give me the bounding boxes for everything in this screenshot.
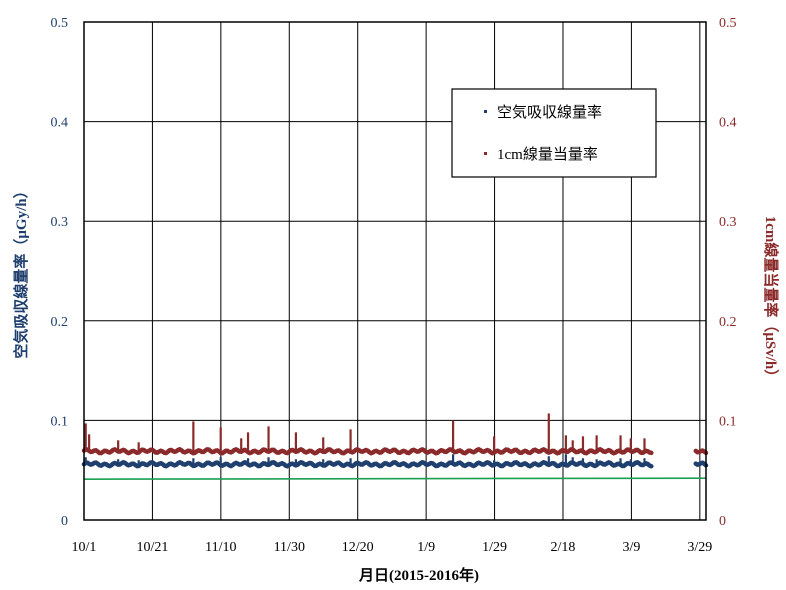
- y-left-tick-labels: 0 0.1 0.2 0.3 0.4 0.5: [51, 16, 69, 529]
- legend: 空気吸収線量率 1cm線量当量率: [451, 88, 657, 178]
- x-tick-label: 1/29: [482, 540, 507, 555]
- x-tick-label: 10/21: [136, 540, 168, 555]
- y-right-tick-label: 0: [719, 514, 726, 529]
- y-left-tick-label: 0.1: [51, 414, 69, 429]
- legend-label-1cm: 1cm線量当量率: [497, 146, 598, 163]
- y-left-tick-label: 0.2: [51, 315, 69, 330]
- y-left-tick-label: 0.3: [51, 215, 69, 230]
- plot-border: [83, 21, 707, 521]
- y-right-axis-title: 1cm線量当量率（μSv/h）: [762, 216, 780, 385]
- x-tick-label: 11/30: [274, 540, 305, 555]
- x-tick-label: 1/9: [417, 540, 435, 555]
- legend-box: [451, 88, 657, 178]
- y-left-tick-label: 0.4: [51, 116, 69, 131]
- x-tick-label: 11/10: [205, 540, 236, 555]
- y-left-tick-label: 0.5: [51, 16, 69, 31]
- x-tick-label: 12/20: [342, 540, 374, 555]
- series-trace: [693, 448, 709, 456]
- series-0: [81, 454, 709, 469]
- reference-line: [83, 477, 707, 480]
- y-right-tick-label: 0.1: [719, 414, 737, 429]
- legend-marker-1cm: [484, 152, 487, 155]
- legend-marker-air: [484, 110, 487, 113]
- series-trace: [693, 460, 709, 468]
- x-tick-label: 2/18: [551, 540, 576, 555]
- x-tick-label: 3/9: [622, 540, 640, 555]
- x-tick-label: 3/29: [687, 540, 712, 555]
- y-right-tick-label: 0.2: [719, 315, 737, 330]
- series-2: [83, 477, 707, 480]
- series-trace: [81, 446, 654, 456]
- y-left-axis-title: 空気吸収線量率（μGy/h）: [12, 183, 30, 358]
- y-left-tick-label: 0: [61, 514, 68, 529]
- y-right-tick-label: 0.3: [719, 215, 737, 230]
- x-axis-title: 月日(2015-2016年): [358, 566, 479, 584]
- series-layer: [81, 413, 709, 480]
- y-right-tick-labels: 0 0.1 0.2 0.3 0.4 0.5: [719, 16, 737, 529]
- legend-label-air: 空気吸収線量率: [497, 104, 602, 121]
- x-tick-label: 10/1: [72, 540, 97, 555]
- series-1: [81, 413, 709, 456]
- y-right-tick-label: 0.5: [719, 16, 737, 31]
- y-right-tick-label: 0.4: [719, 116, 737, 131]
- series-trace: [81, 459, 654, 469]
- x-tick-labels: 10/1 10/21 11/10 11/30 12/20 1/9 1/29 2/18 3/9 3/…: [72, 540, 713, 555]
